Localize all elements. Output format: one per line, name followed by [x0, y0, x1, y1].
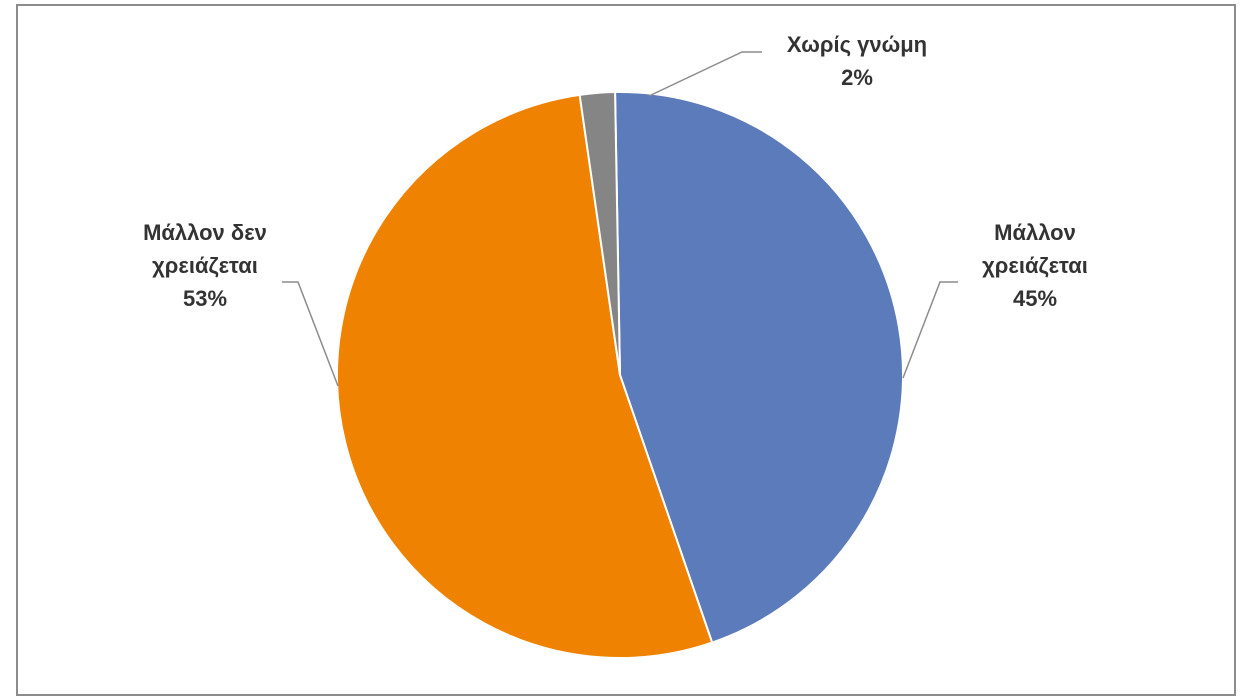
slice-label-1-line-0: Μάλλον δεν	[143, 220, 267, 245]
leader-line-1	[282, 281, 339, 387]
pie-slice-0	[614, 91, 904, 644]
leader-line-2	[648, 51, 762, 97]
slice-percent-label-2: 2%	[841, 65, 873, 90]
leader-line-0	[902, 281, 958, 379]
slice-label-2-line-0: Χωρίς γνώμη	[787, 32, 927, 57]
slice-label-0-line-1: χρειάζεται	[982, 253, 1088, 278]
slice-percent-label-1: 53%	[183, 286, 227, 311]
pie-slice-1	[336, 93, 714, 659]
pie-slice-2	[578, 91, 621, 376]
slice-percent-label-0: 45%	[1013, 286, 1057, 311]
slice-label-0-line-0: Μάλλον	[994, 220, 1076, 245]
slice-label-1-line-1: χρειάζεται	[152, 253, 258, 278]
